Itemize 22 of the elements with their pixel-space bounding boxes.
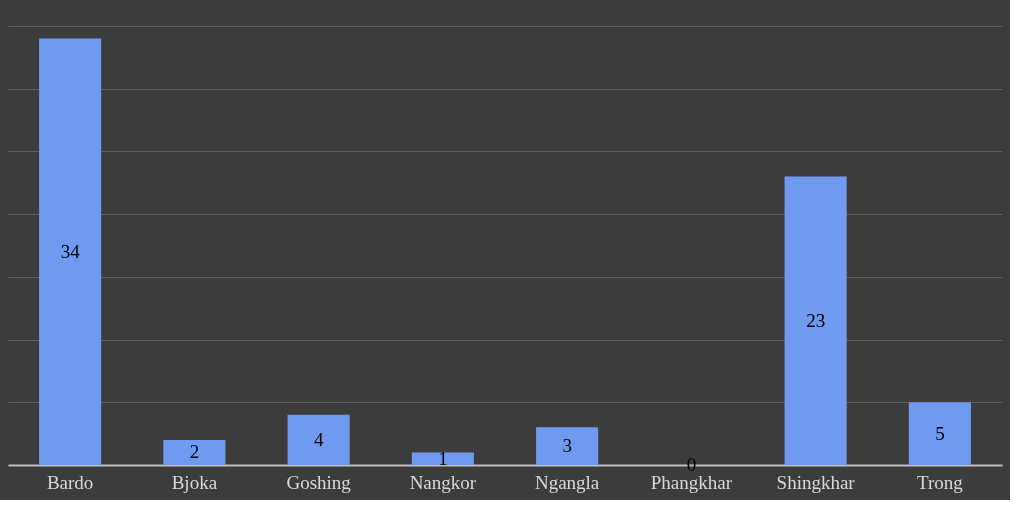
data-label: 1 [438,447,448,469]
data-label: 5 [935,422,945,444]
bar [536,427,599,465]
x-tick-label: Nangkor [409,471,477,493]
bar [908,402,971,465]
bar [784,176,847,465]
data-label: 34 [60,240,81,262]
bar [411,452,474,465]
bar [163,439,226,465]
bar [287,414,350,465]
x-tick-label: Bjoka [171,471,218,493]
x-tick-label: Bardo [46,471,94,493]
data-label: 23 [806,309,826,331]
data-label: 2 [189,441,200,463]
x-tick-label: Shingkhar [776,471,856,493]
x-tick-label: Trong [916,471,964,493]
data-label: 3 [562,435,572,457]
bar [39,38,102,465]
data-label: 4 [313,428,324,450]
x-tick-label: Ngangla [534,471,600,493]
x-tick-label: Phangkhar [650,471,733,493]
x-tick-label: Goshing [286,471,352,493]
